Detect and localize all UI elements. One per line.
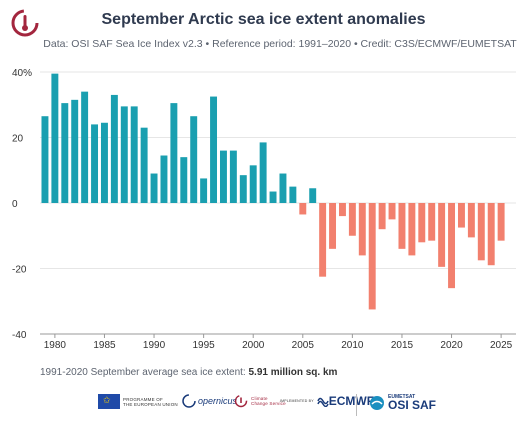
copernicus-icon — [182, 394, 196, 408]
bar-2018 — [428, 203, 436, 241]
y-tick-label: 0 — [12, 199, 18, 210]
bar-1981 — [61, 103, 69, 203]
bar-2021 — [457, 203, 465, 228]
bar-2013 — [378, 203, 386, 230]
y-tick-label: -40 — [12, 330, 27, 341]
ecmwf-text: ECMWF — [328, 394, 375, 408]
logo-top-icon — [11, 9, 39, 37]
bar-1980 — [51, 73, 59, 203]
bar-1998 — [229, 150, 237, 203]
bar-2017 — [418, 203, 426, 243]
ecmwf-icon — [317, 397, 329, 407]
bar-1986 — [110, 94, 118, 203]
bar-2024 — [487, 203, 495, 266]
bar-1999 — [239, 175, 247, 203]
bar-2004 — [289, 186, 297, 203]
bar-2011 — [358, 203, 366, 256]
chart-bars — [41, 73, 505, 310]
footnote: 1991-2020 September average sea ice exte… — [40, 367, 337, 378]
bar-1984 — [91, 124, 99, 203]
bar-2010 — [348, 203, 356, 236]
bar-1987 — [120, 106, 128, 203]
y-tick-label: 40% — [12, 68, 32, 79]
bar-2001 — [259, 142, 267, 203]
bar-2000 — [249, 165, 257, 203]
bar-1996 — [210, 96, 218, 203]
climate-line2: Change Service — [251, 401, 286, 406]
climate-icon — [234, 394, 248, 408]
ecmwf-logo: IMPLEMENTED BY ECMWF — [280, 394, 374, 408]
y-tick-label: 20 — [12, 134, 24, 145]
footnote-value: 5.91 million sq. km — [248, 367, 338, 378]
x-axis-ticks: 1980 1985 1990 1995 2000 2005 2010 2015 2020 2025 — [40, 333, 516, 351]
x-tick-label: 1995 — [193, 340, 216, 351]
eumetsat-text: EUMETSAT — [388, 394, 416, 400]
copernicus-logo: opernicus — [182, 394, 237, 408]
x-tick-label: 1980 — [44, 340, 67, 351]
bar-2023 — [477, 203, 485, 261]
bar-1994 — [190, 116, 198, 203]
bar-1979 — [41, 116, 49, 203]
bar-2022 — [467, 203, 475, 238]
bar-1989 — [140, 127, 148, 203]
x-tick-label: 2005 — [292, 340, 315, 351]
bar-2019 — [438, 203, 446, 267]
bar-2009 — [338, 203, 346, 217]
osisaf-icon — [370, 395, 384, 410]
x-tick-label: 2000 — [242, 340, 265, 351]
climate-line1: Climate — [251, 396, 268, 401]
x-tick-label: 2020 — [440, 340, 463, 351]
x-tick-label: 2015 — [391, 340, 414, 351]
osisaf-logo: EUMETSAT OSI SAF — [369, 394, 436, 411]
osisaf-text: OSI SAF — [388, 398, 437, 412]
eu-flag-icon: ✩ — [98, 394, 120, 409]
x-tick-label: 1990 — [143, 340, 166, 351]
x-tick-label: 1985 — [93, 340, 116, 351]
bar-1993 — [180, 157, 188, 203]
bar-2020 — [448, 203, 456, 289]
bar-2015 — [398, 203, 406, 249]
bar-1991 — [160, 155, 168, 203]
bar-1997 — [219, 150, 227, 203]
eu-text-line2: THE EUROPEAN UNION — [123, 401, 178, 407]
bar-2007 — [319, 203, 327, 277]
bar-1985 — [100, 122, 108, 203]
eu-text-line1: PROGRAMME OF — [123, 396, 163, 402]
bar-1982 — [71, 99, 79, 203]
bar-2016 — [408, 203, 416, 256]
x-tick-label: 2025 — [490, 340, 513, 351]
bar-2005 — [299, 203, 307, 215]
eu-logo: ✩ PROGRAMME OF THE EUROPEAN UNION — [98, 394, 178, 409]
bar-2025 — [497, 203, 505, 241]
implemented-by: IMPLEMENTED BY — [280, 398, 314, 403]
bar-2006 — [309, 188, 317, 203]
climate-logo: Climate Change Service — [234, 394, 286, 408]
bar-2014 — [388, 203, 396, 220]
footnote-label: 1991-2020 September average sea ice exte… — [40, 367, 249, 378]
y-tick-label: -20 — [12, 265, 27, 276]
copernicus-text: opernicus — [198, 396, 238, 406]
logo-strip: ✩ PROGRAMME OF THE EUROPEAN UNION operni… — [0, 390, 527, 420]
page-subtitle: Data: OSI SAF Sea Ice Index v2.3 • Refer… — [43, 38, 517, 50]
bar-2008 — [329, 203, 337, 249]
bar-2002 — [269, 191, 277, 203]
bar-chart: -40 -20 0 20 40% 1980 1985 1990 1995 2000 2005 201… — [12, 68, 516, 351]
page-title: September Arctic sea ice extent anomalie… — [101, 11, 426, 28]
bar-1983 — [81, 91, 89, 203]
bar-2012 — [368, 203, 376, 310]
bar-1988 — [130, 106, 138, 203]
x-tick-label: 2010 — [341, 340, 364, 351]
bar-2003 — [279, 173, 287, 203]
y-axis-ticks: -40 -20 0 20 40% — [12, 68, 32, 341]
bar-1990 — [150, 173, 158, 203]
bar-1995 — [200, 178, 208, 203]
bar-1992 — [170, 103, 178, 203]
logo-divider — [356, 394, 357, 416]
